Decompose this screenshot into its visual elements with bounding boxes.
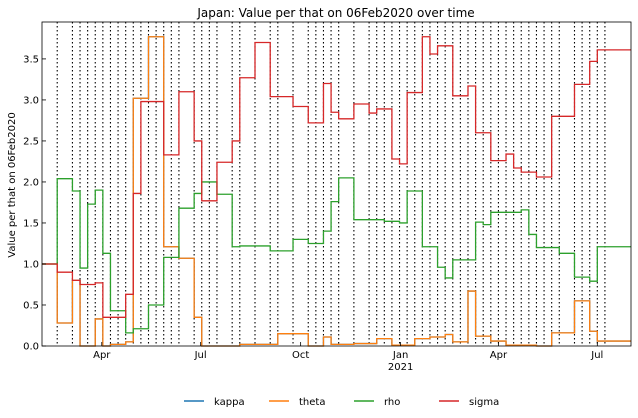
y-axis-title: Value per that on 06Feb2020	[7, 112, 18, 257]
y-tick-label: 0.5	[23, 300, 39, 311]
series-line-sigma	[42, 36, 631, 318]
y-tick-label: 0.0	[23, 342, 39, 353]
x-tick-label: Jul	[194, 350, 207, 361]
x-tick-label: Jan	[392, 350, 408, 361]
y-tick-label: 1.5	[23, 218, 39, 229]
legend-label-sigma: sigma	[469, 397, 499, 408]
y-tick-label: 3.5	[23, 54, 39, 65]
y-tick-label: 2.5	[23, 136, 39, 147]
legend: kappa theta rho sigma	[184, 397, 499, 408]
x-tick-year-label: 2021	[388, 362, 413, 373]
x-tick-label: Apr	[93, 350, 111, 361]
series-line-rho	[42, 177, 631, 334]
legend-label-rho: rho	[384, 397, 400, 408]
legend-label-kappa: kappa	[214, 397, 245, 408]
x-tick-label: Oct	[292, 350, 309, 361]
plot-frame	[41, 21, 632, 347]
series-line-theta	[42, 36, 631, 347]
x-tick-label: Apr	[490, 350, 508, 361]
y-tick-label: 3.0	[23, 95, 39, 106]
x-tick-label: Jul	[590, 350, 603, 361]
y-tick-label: 2.0	[23, 177, 39, 188]
chart-title: Japan: Value per that on 06Feb2020 over …	[196, 6, 474, 20]
series-layer	[42, 36, 631, 347]
y-tick-label: 1.0	[23, 259, 39, 270]
axis-layer: 0.0 0.5 1.0 1.5 2.0 2.5 3.0 3.5 Apr Jul Oct Jan2021…	[23, 54, 603, 373]
legend-label-theta: theta	[299, 397, 325, 408]
